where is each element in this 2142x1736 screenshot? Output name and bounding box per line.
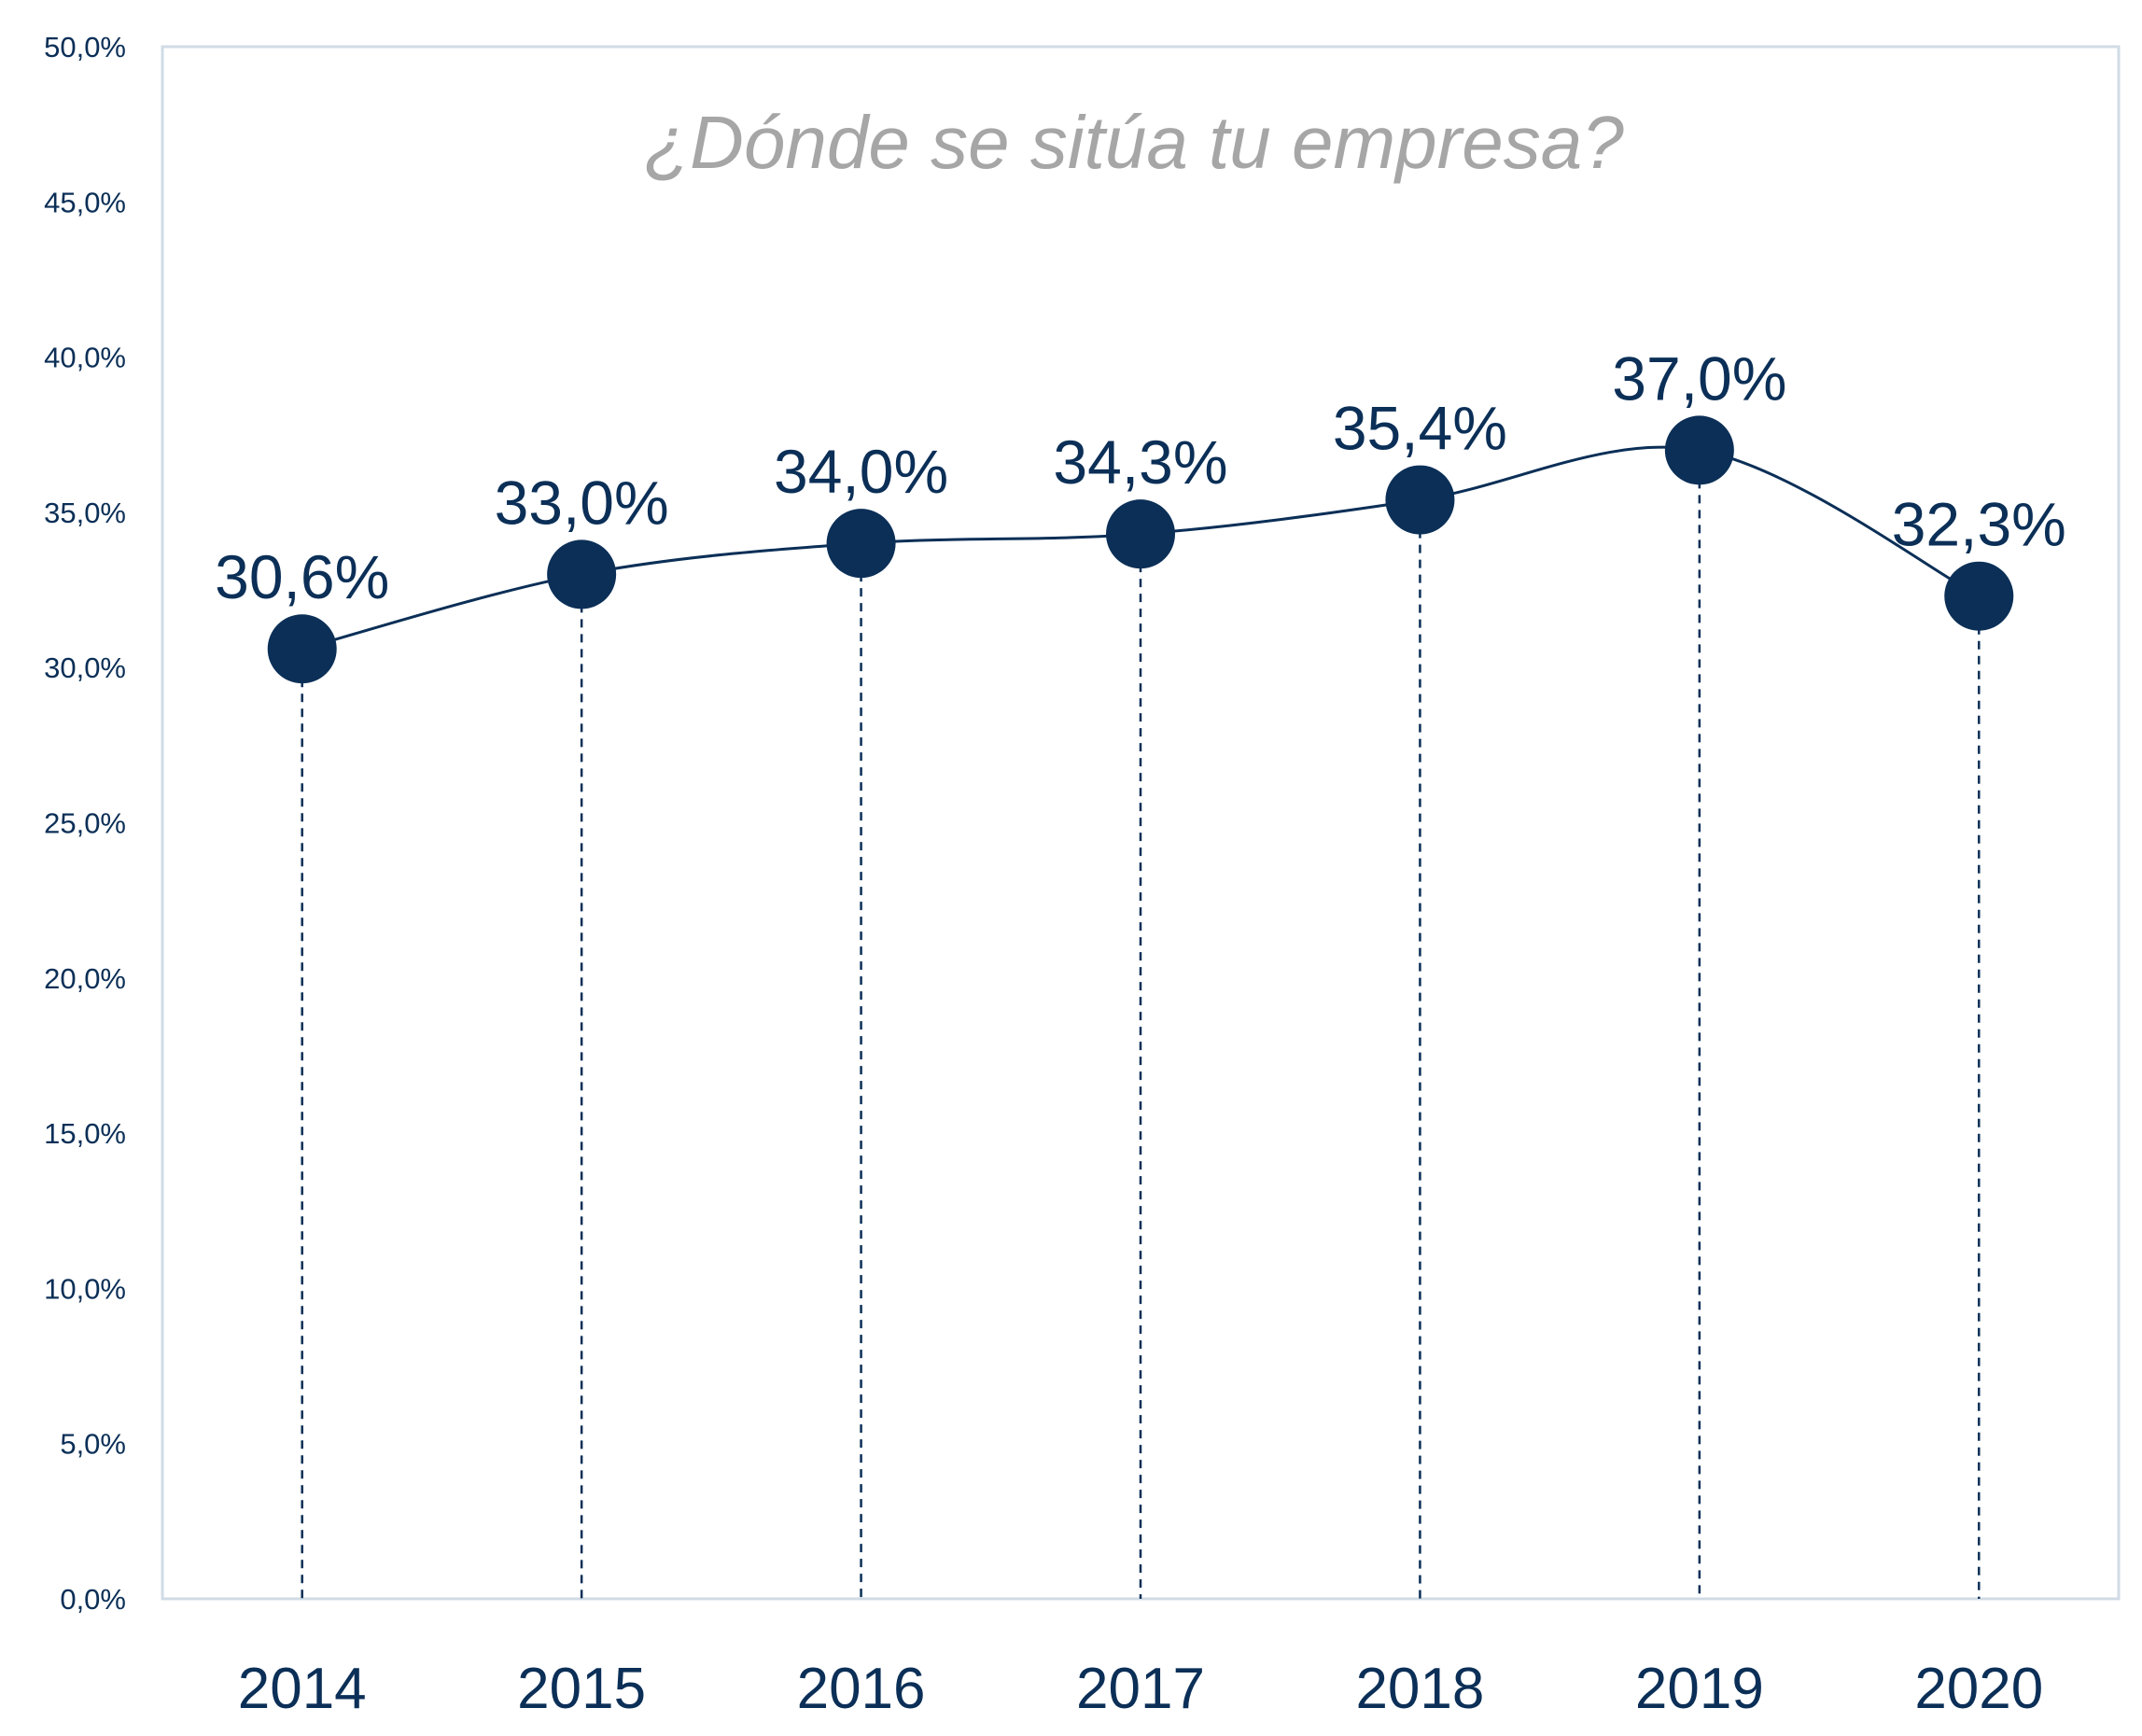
data-label: 34,3%: [1053, 427, 1227, 497]
y-tick-label: 50,0%: [44, 31, 126, 63]
x-tick-label: 2019: [1635, 1657, 1764, 1721]
x-tick-label: 2018: [1355, 1657, 1484, 1721]
data-point: [826, 509, 896, 579]
y-tick-label: 35,0%: [44, 497, 126, 529]
y-tick-label: 5,0%: [60, 1428, 126, 1461]
y-tick-label: 45,0%: [44, 186, 126, 218]
data-point: [1664, 415, 1734, 485]
y-tick-label: 10,0%: [44, 1272, 126, 1305]
x-tick-label: 2016: [797, 1657, 926, 1721]
chart-title: ¿Dónde se sitúa tu empresa?: [644, 101, 1624, 184]
y-tick-label: 40,0%: [44, 342, 126, 374]
y-tick-label: 30,0%: [44, 651, 126, 684]
data-label: 34,0%: [774, 437, 948, 506]
data-label: 30,6%: [215, 542, 389, 611]
x-tick-label: 2020: [1914, 1657, 2043, 1721]
y-tick-label: 15,0%: [44, 1117, 126, 1150]
x-tick-label: 2014: [238, 1657, 367, 1721]
y-tick-label: 25,0%: [44, 807, 126, 840]
data-label: 33,0%: [495, 468, 669, 537]
data-point: [267, 614, 337, 684]
x-tick-label: 2017: [1076, 1657, 1205, 1721]
drop-lines: [301, 450, 1981, 1599]
data-label: 37,0%: [1612, 343, 1786, 413]
data-point: [1385, 465, 1455, 535]
data-points: [267, 415, 2014, 684]
x-axis: 2014 2015 2016 2017 2018 2019 2020: [238, 1657, 2044, 1721]
data-point: [1944, 561, 2014, 631]
data-label: 35,4%: [1333, 394, 1507, 463]
data-label: 32,3%: [1892, 490, 2066, 559]
y-tick-label: 0,0%: [60, 1583, 126, 1616]
data-point: [547, 539, 617, 609]
data-labels: 30,6% 33,0% 34,0% 34,3% 35,4% 37,0% 32,3%: [215, 343, 2066, 611]
data-point: [1106, 499, 1175, 569]
y-axis: 0,0% 5,0% 10,0% 15,0% 20,0% 25,0% 30,0% 35,0% 40…: [44, 31, 126, 1616]
y-tick-label: 20,0%: [44, 962, 126, 995]
x-tick-label: 2015: [517, 1657, 646, 1721]
